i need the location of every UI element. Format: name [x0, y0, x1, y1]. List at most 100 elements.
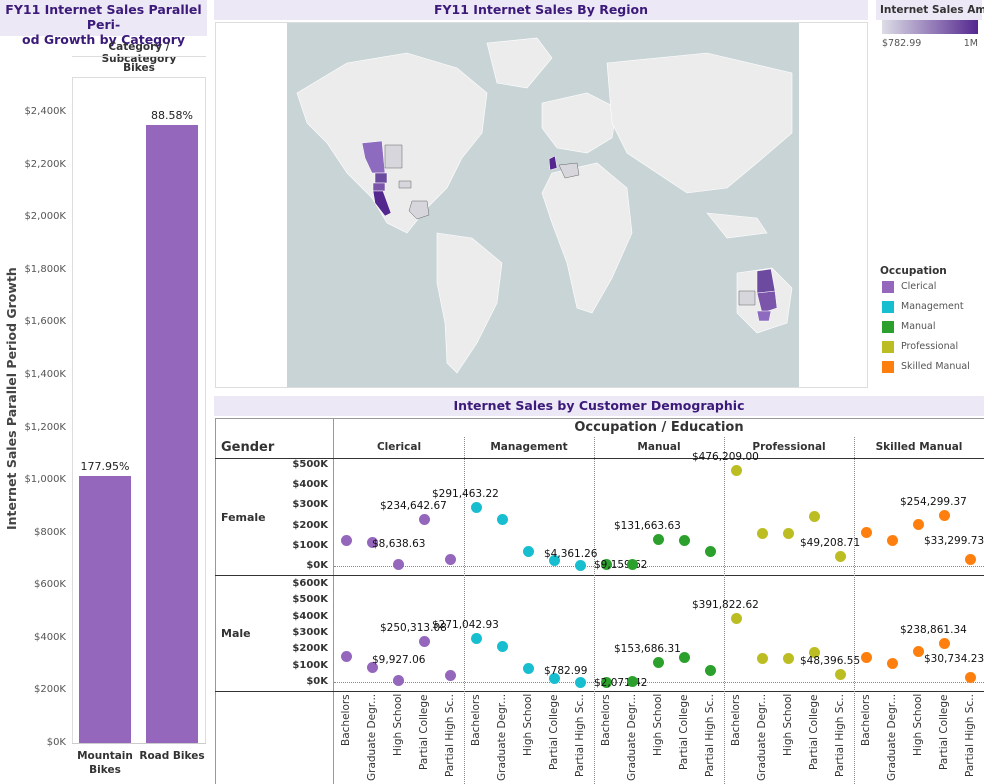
- scatter-point[interactable]: [523, 545, 534, 557]
- scatter-point[interactable]: [783, 527, 794, 539]
- scatter-point[interactable]: [861, 526, 872, 538]
- scatter-data-label: $48,396.55: [800, 655, 861, 668]
- y-tick-label: $400K: [292, 479, 328, 491]
- scatter-data-label: $2,071.42: [594, 676, 648, 689]
- scatter-point[interactable]: [575, 560, 586, 572]
- education-label: High School: [392, 694, 406, 782]
- scatter-point[interactable]: [393, 559, 404, 571]
- australia-qld-region: [756, 268, 776, 294]
- scatter-point[interactable]: [679, 535, 690, 547]
- scatter-point[interactable]: [835, 669, 846, 681]
- scatter-point[interactable]: [809, 510, 820, 522]
- scatter-data-label: $8,638.63: [372, 538, 426, 551]
- zero-line: [334, 682, 984, 683]
- world-map[interactable]: [287, 23, 799, 387]
- scatter-point[interactable]: [679, 651, 690, 663]
- y-tick-label: $1,800K: [24, 263, 66, 275]
- occupation-legend-item[interactable]: Clerical: [882, 281, 982, 295]
- scatter-point[interactable]: [653, 657, 664, 669]
- scatter-point[interactable]: [757, 527, 768, 539]
- scatter-data-label: $153,686.31: [614, 643, 681, 656]
- indonesia-shape: [706, 212, 768, 239]
- scatter-point[interactable]: [627, 676, 638, 688]
- occupation-legend-item[interactable]: Professional: [882, 341, 982, 355]
- y-axis-label: Internet Sales Parallel Period Growth: [4, 267, 19, 530]
- asia-shape: [606, 52, 793, 194]
- demographic-title: Internet Sales by Customer Demographic: [453, 398, 745, 413]
- scatter-point[interactable]: [939, 509, 950, 521]
- education-label-text: High School: [782, 694, 794, 757]
- scatter-point[interactable]: [497, 513, 508, 525]
- occupation-legend-item[interactable]: Management: [882, 301, 982, 315]
- bar-road-bikes[interactable]: [146, 125, 198, 743]
- scatter-point[interactable]: [913, 645, 924, 657]
- education-label-text: Graduate Degr...: [886, 694, 898, 782]
- education-label-text: Partial High Sc..: [574, 694, 586, 777]
- scatter-point[interactable]: [913, 518, 924, 530]
- scatter-point[interactable]: [341, 535, 352, 547]
- left-chart-title: FY11 Internet Sales Parallel Peri- od Gr…: [5, 2, 202, 47]
- education-label: Partial College: [938, 694, 952, 782]
- female-male-divider: [215, 575, 984, 576]
- education-label: Partial College: [678, 694, 692, 782]
- scatter-point[interactable]: [731, 613, 742, 624]
- education-label: High School: [912, 694, 926, 782]
- scatter-point[interactable]: [835, 551, 846, 563]
- scatter-data-label: $49,208.71: [800, 537, 861, 550]
- scatter-point[interactable]: [731, 464, 742, 476]
- scatter-point[interactable]: [861, 651, 872, 663]
- scatter-point[interactable]: [939, 637, 950, 649]
- scatter-point[interactable]: [809, 646, 820, 658]
- uk-region: [548, 155, 558, 171]
- education-label-text: Partial High Sc..: [704, 694, 716, 777]
- scatter-point[interactable]: [965, 554, 976, 566]
- bar-mountain-bikes[interactable]: [79, 475, 131, 743]
- canada-other-region: [384, 144, 403, 169]
- scatter-point[interactable]: [497, 640, 508, 652]
- scatter-point[interactable]: [705, 545, 716, 557]
- scatter-point[interactable]: [367, 536, 378, 548]
- scatter-point[interactable]: [601, 676, 612, 688]
- scatter-point[interactable]: [419, 513, 430, 525]
- scatter-point[interactable]: [783, 652, 794, 664]
- scatter-point[interactable]: [627, 558, 638, 570]
- scatter-point[interactable]: [965, 671, 976, 683]
- scatter-point[interactable]: [887, 658, 898, 670]
- scatter-point[interactable]: [601, 559, 612, 571]
- scatter-point[interactable]: [445, 670, 456, 682]
- occupation-col-header: Management: [490, 441, 568, 453]
- col-divider: [594, 437, 595, 784]
- scatter-point[interactable]: [705, 664, 716, 676]
- scatter-point[interactable]: [341, 650, 352, 662]
- scatter-point[interactable]: [419, 636, 430, 648]
- legend-swatch: [882, 321, 894, 333]
- gradient-max-label: 1M: [963, 38, 978, 49]
- scatter-data-label: $131,663.63: [614, 520, 681, 533]
- scatter-point[interactable]: [575, 676, 586, 688]
- education-label-text: Partial College: [418, 694, 430, 770]
- scatter-point[interactable]: [549, 672, 560, 684]
- y-tick-label: $100K: [292, 659, 328, 671]
- us-texas-region: [408, 200, 430, 220]
- scatter-point[interactable]: [471, 632, 482, 644]
- x-label-road-bikes: Road Bikes: [139, 750, 205, 762]
- scatter-point[interactable]: [367, 662, 378, 674]
- occupation-legend-item[interactable]: Manual: [882, 321, 982, 335]
- education-label: Partial College: [548, 694, 562, 782]
- education-label-text: Graduate Degr...: [366, 694, 378, 782]
- scatter-point[interactable]: [887, 534, 898, 546]
- scatter-data-label: $30,734.23: [924, 652, 984, 665]
- scatter-point[interactable]: [523, 663, 534, 675]
- scatter-point[interactable]: [549, 554, 560, 566]
- scatter-data-label: $391,822.62: [692, 599, 759, 611]
- y-tick-label: $600K: [292, 578, 328, 589]
- scatter-point[interactable]: [445, 553, 456, 565]
- scatter-point[interactable]: [393, 675, 404, 687]
- occupation-legend-item[interactable]: Skilled Manual: [882, 361, 982, 375]
- scatter-point[interactable]: [471, 502, 482, 514]
- plot-bottom-line: [215, 691, 984, 692]
- scatter-point[interactable]: [653, 534, 664, 546]
- education-label: Partial College: [808, 694, 822, 782]
- education-label-text: Partial College: [678, 694, 690, 770]
- scatter-point[interactable]: [757, 652, 768, 664]
